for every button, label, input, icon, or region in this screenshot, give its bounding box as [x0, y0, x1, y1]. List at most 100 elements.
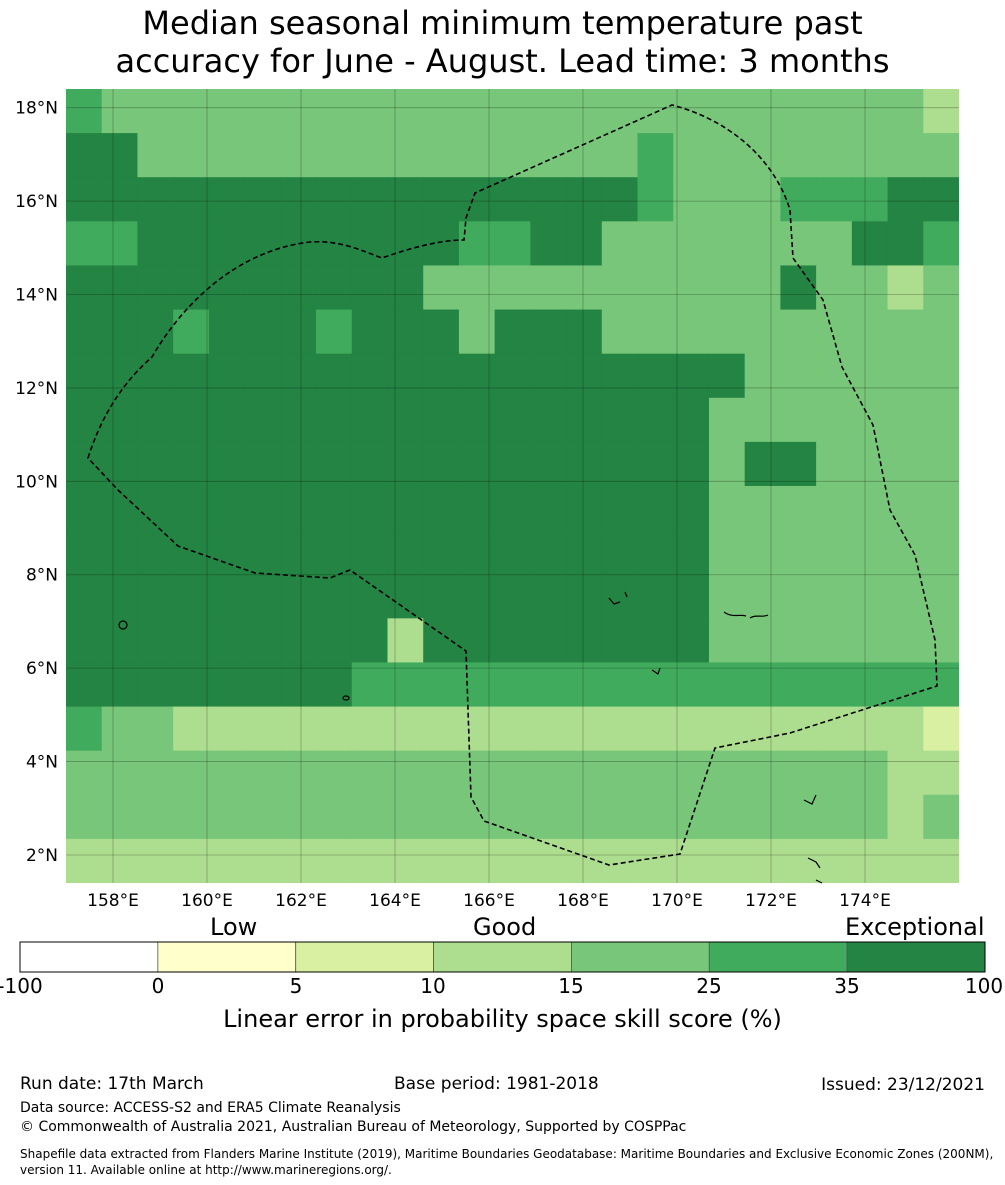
grid-cell — [458, 706, 496, 752]
grid-cell — [101, 662, 139, 708]
grid-cell — [887, 265, 924, 311]
grid-cell — [887, 486, 924, 531]
grid-cell — [387, 794, 424, 840]
grid-cell — [601, 530, 639, 575]
grid-cell — [637, 838, 674, 883]
grid-cell — [816, 89, 853, 134]
grid-cell — [530, 750, 567, 796]
grid-cell — [137, 794, 174, 840]
grid-cell — [387, 750, 424, 796]
grid-cell — [780, 486, 817, 531]
grid-cell — [708, 89, 746, 134]
grid-cell — [244, 706, 281, 752]
issued-date: Issued: 23/12/2021 — [821, 1075, 985, 1095]
grid-cell — [66, 662, 103, 708]
grid-cell — [851, 706, 889, 752]
colorbar-swatch — [846, 941, 986, 973]
latitude-label: 16°N — [15, 192, 58, 212]
grid-cell — [566, 309, 603, 355]
grid-cell — [673, 309, 710, 355]
grid-cell — [208, 574, 246, 619]
grid-cell — [923, 706, 959, 752]
grid-cell — [887, 794, 924, 840]
grid-cell — [208, 221, 246, 267]
map-title-line-1: Median seasonal minimum temperature past — [142, 4, 863, 42]
base-period: Base period: 1981-2018 — [394, 1074, 599, 1094]
grid-cell — [780, 133, 817, 178]
grid-cell — [780, 221, 817, 267]
grid-cell — [887, 89, 924, 134]
colorbar-tick: -100 — [0, 974, 43, 998]
grid-cell — [208, 353, 246, 399]
grid-cell — [494, 618, 531, 664]
grid-cell — [780, 574, 817, 619]
grid-cell — [244, 177, 281, 222]
grid-cell — [601, 662, 639, 708]
grid-cell — [137, 133, 174, 178]
grid-cell — [673, 221, 710, 267]
grid-cell — [637, 89, 674, 134]
grid-cell — [316, 441, 353, 487]
grid-cell — [280, 133, 317, 178]
grid-cell — [601, 486, 639, 531]
grid-cell — [316, 838, 353, 883]
grid-cell — [601, 133, 639, 178]
skill-score-grid — [66, 89, 959, 883]
grid-cell — [208, 89, 246, 134]
grid-cell — [566, 706, 603, 752]
grid-cell — [708, 574, 746, 619]
grid-cell — [458, 574, 496, 619]
grid-cell — [923, 309, 959, 355]
grid-cell — [530, 353, 567, 399]
grid-cell — [387, 838, 424, 883]
grid-cell — [458, 530, 496, 575]
grid-cell — [351, 618, 389, 664]
grid-cell — [208, 397, 246, 443]
grid-cell — [816, 530, 853, 575]
grid-cell — [280, 618, 317, 664]
grid-cell — [851, 838, 889, 883]
grid-cell — [244, 133, 281, 178]
grid-cell — [530, 441, 567, 487]
grid-cell — [316, 177, 353, 222]
grid-cell — [387, 89, 424, 134]
grid-cell — [673, 750, 710, 796]
grid-cell — [923, 397, 959, 443]
grid-cell — [316, 397, 353, 443]
grid-cell — [101, 221, 139, 267]
grid-cell — [101, 397, 139, 443]
colorbar-tick: 25 — [696, 974, 722, 998]
colorbar-swatch — [571, 941, 710, 973]
grid-cell — [101, 618, 139, 664]
grid-cell — [494, 265, 531, 311]
grid-cell — [458, 221, 496, 267]
grid-cell — [708, 662, 746, 708]
grid-cell — [780, 706, 817, 752]
grid-cell — [887, 750, 924, 796]
grid-cell — [101, 177, 139, 222]
grid-cell — [851, 265, 889, 311]
grid-cell — [851, 221, 889, 267]
grid-cell — [566, 662, 603, 708]
grid-cell — [744, 89, 781, 134]
grid-cell — [494, 177, 531, 222]
grid-cell — [816, 706, 853, 752]
grid-cell — [601, 177, 639, 222]
grid-cell — [66, 706, 103, 752]
grid-cell — [637, 486, 674, 531]
grid-cell — [673, 530, 710, 575]
grid-cell — [851, 353, 889, 399]
longitude-label: 158°E — [87, 891, 139, 911]
grid-cell — [708, 706, 746, 752]
grid-cell — [316, 794, 353, 840]
grid-cell — [351, 353, 389, 399]
grid-cell — [173, 309, 210, 355]
grid-cell — [280, 838, 317, 883]
grid-cell — [316, 706, 353, 752]
grid-cell — [244, 574, 281, 619]
grid-cell — [708, 177, 746, 222]
grid-cell — [673, 486, 710, 531]
grid-cell — [101, 574, 139, 619]
grid-cell — [816, 441, 853, 487]
latitude-label: 6°N — [26, 659, 58, 679]
